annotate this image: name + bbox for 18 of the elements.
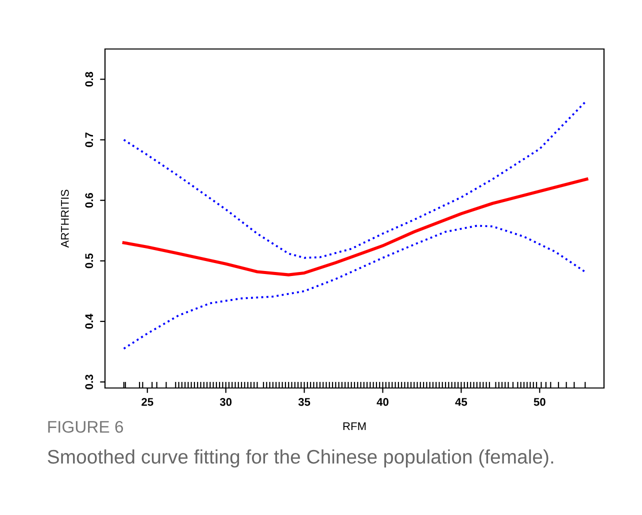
y-tick-label: 0.8: [85, 72, 94, 87]
y-tick-label: 0.6: [85, 193, 94, 208]
caption: FIGURE 6: [48, 420, 123, 433]
x-tick-label: 30: [220, 398, 232, 406]
x-tick-label: 45: [455, 398, 468, 406]
x-tick-label: 35: [298, 398, 310, 406]
x-tick-label: 25: [142, 398, 154, 406]
line-series: [122, 99, 588, 259]
y-tick-label: 0.7: [85, 132, 94, 148]
y-tick-label: 0.4: [85, 314, 94, 329]
y-tick-label: 0.3: [85, 374, 94, 390]
text: Smoothed curve fitting for the Chinese population (female).: [48, 449, 554, 468]
x-tick-label: 40: [376, 398, 388, 406]
line-series: [122, 178, 588, 276]
y-axis-title: ARTHRITIS: [60, 190, 69, 248]
x-tick-label: 50: [534, 398, 546, 406]
y-tick-label: 0.5: [85, 253, 94, 268]
x-axis-title: RFM: [343, 422, 366, 430]
